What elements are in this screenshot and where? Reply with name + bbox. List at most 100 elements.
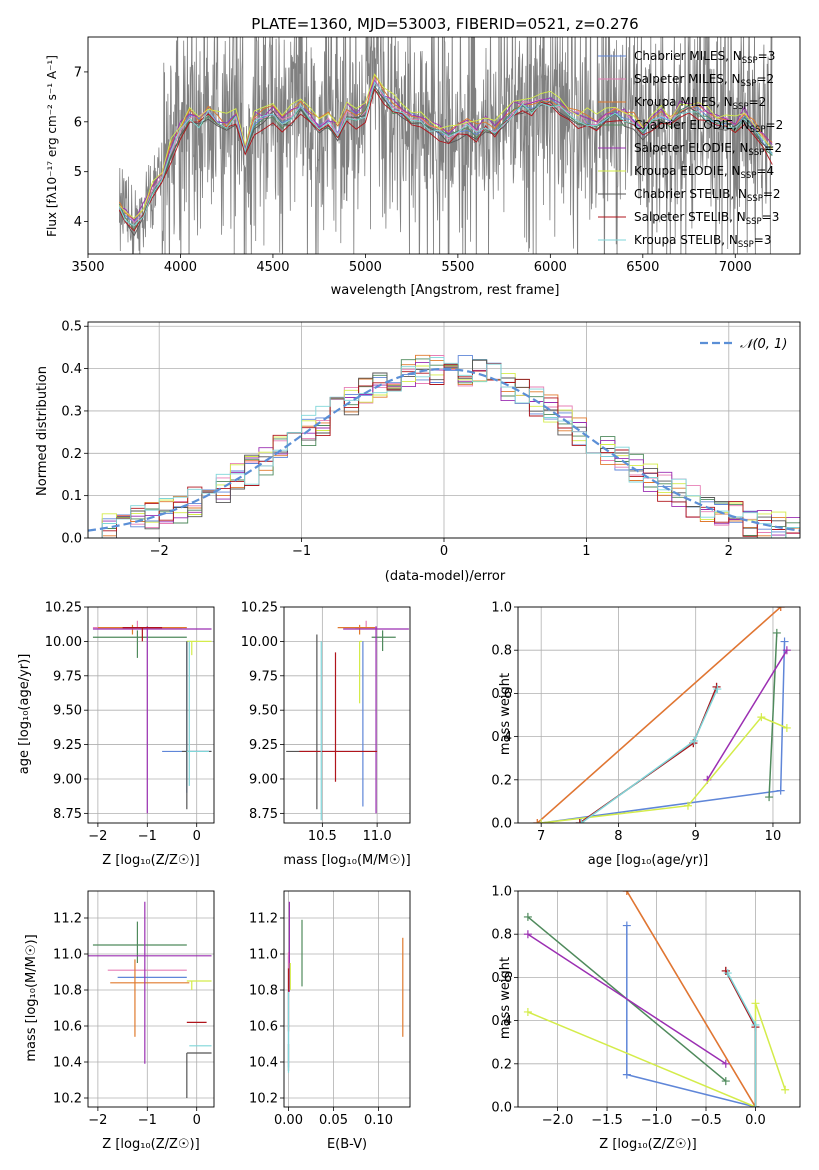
weight-line-kroupa-stelib (580, 688, 718, 823)
y-tick-label: 0.5 (61, 320, 82, 335)
y-tick-label: 6 (74, 115, 82, 130)
axes-frame (283, 890, 411, 1108)
x-tick-label: 0 (440, 544, 448, 559)
weight-line-kroupa-miles (626, 891, 757, 1107)
weight-vs-metallicity-panel: −2.0 −1.5 −1.0 −0.5 0.0 0.0 0.2 0.4 0.6 0.8 1.0 Z … (491, 885, 801, 1152)
y-tick-label: 10.00 (45, 635, 82, 650)
y-tick-label: 11.2 (53, 912, 82, 927)
weight-age-y-axis-label: mass weight (498, 673, 513, 755)
mass-vs-ebv-plot: 0.00 0.05 0.10 10.2 10.4 10.6 10.8 11.0 11.2 (249, 890, 411, 1128)
x-tick-label: 6500 (626, 260, 659, 275)
histogram-step-kroupa-stelib (88, 357, 800, 538)
weight-marker-kroupa-elodie (781, 1085, 790, 1094)
y-tick-label: 8.75 (53, 807, 82, 822)
model-line-salpeter-stelib (118, 88, 773, 232)
legend-entry: Salpeter MILES, NSSP=2 (634, 72, 774, 89)
weight-marker-salpeter-elodie (782, 646, 791, 655)
gaussian-curve (88, 367, 800, 532)
weight-marker-kroupa-stelib (577, 819, 586, 823)
age-vs-metallicity-panel: −2 −1 0 8.75 9.00 9.25 9.50 9.75 10.00 10.25 Z [l… (17, 601, 215, 868)
weight-marker-kroupa-stelib (713, 685, 722, 694)
y-tick-label: 9.00 (249, 772, 278, 787)
weight-marker-kroupa-elodie (751, 999, 760, 1008)
x-tick-label: 2 (725, 544, 733, 559)
x-tick-label: 10 (765, 829, 782, 844)
residuals-panel: −2 −1 0 1 2 0.0 0.1 0.2 0.3 0.4 0.5 𝒩(0, 1) (data-m… (35, 320, 801, 584)
y-tick-label: 9.00 (53, 772, 82, 787)
x-tick-label: 0 (193, 829, 201, 844)
weight-z-y-axis-label: mass weight (498, 957, 513, 1039)
y-tick-label: 10.4 (249, 1056, 278, 1071)
weight-marker-kroupa-elodie (523, 1007, 532, 1016)
x-tick-label: −1 (138, 1113, 157, 1128)
y-tick-label: 0.2 (491, 773, 512, 788)
legend-entry: Chabrier STELIB, NSSP=2 (634, 187, 781, 204)
weight-line-kroupa-stelib (727, 972, 757, 1107)
y-tick-label: 0.8 (491, 928, 512, 943)
axes-frame (87, 606, 215, 824)
weight-marker-kroupa-miles (776, 607, 785, 611)
x-tick-label: −1 (138, 829, 157, 844)
weight-line-salpeter-elodie (706, 649, 788, 781)
weight-marker-chabrier-miles (622, 1070, 631, 1079)
y-tick-label: 11.2 (249, 912, 278, 927)
x-tick-label: 0.10 (364, 1113, 393, 1128)
weight-marker-kroupa-stelib (690, 736, 699, 745)
x-tick-label: −1.0 (641, 1113, 673, 1128)
weight-marker-chabrier-miles (622, 921, 631, 930)
weight-marker-salpeter-elodie (721, 1059, 730, 1068)
weight-marker-kroupa-elodie (782, 723, 791, 732)
weight-line-kroupa-miles (536, 607, 782, 823)
y-tick-label: 4 (74, 215, 82, 230)
y-tick-label: 0.4 (61, 362, 82, 377)
residuals-y-axis-label: Normed distribution (35, 366, 50, 496)
spectrum-y-axis-label: Flux [fλ10⁻¹⁷ erg cm⁻² s⁻¹ A⁻¹] (45, 55, 59, 237)
axes-frame (87, 890, 215, 1108)
x-tick-label: 7000 (719, 260, 752, 275)
weight-marker-salpeter-stelib (575, 819, 584, 823)
x-tick-label: 0.00 (274, 1113, 303, 1128)
y-tick-label: 10.2 (249, 1092, 278, 1107)
axes-frame (283, 606, 411, 824)
y-tick-label: 0.0 (61, 532, 82, 547)
weight-line-chabrier-stelib (725, 970, 757, 1107)
x-tick-label: 0.0 (745, 1113, 766, 1128)
y-tick-label: 9.75 (53, 669, 82, 684)
weight-marker-kroupa-miles (533, 819, 542, 823)
y-tick-label: 0.0 (491, 817, 512, 832)
weight-age-x-axis-label: age [log₁₀(age/yr)] (588, 853, 709, 868)
axes-frame (517, 890, 801, 1108)
mass-z-x-axis-label: Z [log₁₀(Z/Z☉)] (102, 1137, 199, 1152)
x-tick-label: 0 (193, 1113, 201, 1128)
y-tick-label: 9.50 (53, 704, 82, 719)
x-tick-label: 3500 (71, 260, 104, 275)
y-tick-label: 0.4 (491, 730, 512, 745)
x-tick-label: 0.05 (319, 1113, 348, 1128)
y-tick-label: 9.50 (249, 704, 278, 719)
age-z-y-axis-label: age [log₁₀(age/yr)] (17, 654, 32, 775)
model-line-chabrier-stelib (119, 85, 773, 237)
spectrum-x-axis-label: wavelength [Angstrom, rest frame] (331, 283, 560, 298)
x-tick-label: −2.0 (542, 1113, 574, 1128)
legend-entry: Salpeter ELODIE, NSSP=2 (634, 141, 782, 158)
model-line-salpeter-elodie (119, 79, 773, 222)
model-line-kroupa-stelib (118, 80, 773, 227)
x-tick-label: 5000 (349, 260, 382, 275)
age-mass-x-axis-label: mass [log₁₀(M/M☉)] (283, 853, 410, 868)
y-tick-label: 10.2 (53, 1092, 82, 1107)
y-tick-label: 1.0 (491, 601, 512, 616)
weight-marker-kroupa-miles (622, 891, 631, 895)
x-tick-label: −1.5 (591, 1113, 623, 1128)
age-vs-metallicity-plot: −2 −1 0 8.75 9.00 9.25 9.50 9.75 10.00 10.25 (45, 601, 215, 844)
y-tick-label: 10.8 (249, 984, 278, 999)
x-tick-label: −0.5 (690, 1113, 722, 1128)
x-tick-label: 8 (614, 829, 622, 844)
y-tick-label: 0.6 (491, 971, 512, 986)
age-vs-mass-plot: 10.5 11.0 8.75 9.00 9.25 9.50 9.75 10.00 10.25 (241, 601, 411, 844)
weight-marker-kroupa-elodie (757, 713, 766, 722)
y-tick-label: 10.25 (241, 601, 278, 616)
residuals-x-axis-label: (data-model)/error (385, 569, 506, 584)
y-tick-label: 10.6 (249, 1020, 278, 1035)
weight-vs-age-panel: 7 8 9 10 0.0 0.2 0.4 0.6 0.8 1.0 age [log₁₀(age/y… (491, 601, 801, 868)
